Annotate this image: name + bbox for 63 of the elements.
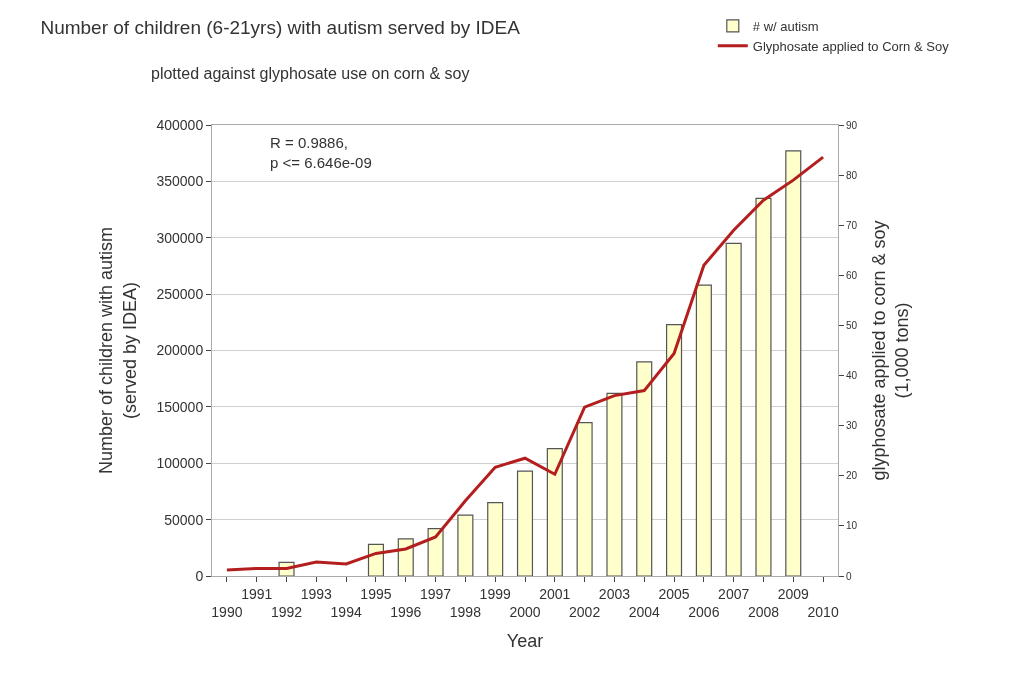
bar [576,422,593,576]
bar [606,392,623,576]
legend-label: Glyphosate applied to Corn & Soy [752,38,950,54]
x-tick-label: 2000 [509,604,541,620]
y2-tick-label: 40 [846,370,858,382]
x-tick-label: 2004 [628,604,661,620]
bar [427,528,444,576]
bar [725,242,742,576]
x-tick-label: 1995 [360,585,392,602]
y2-tick-label: 70 [846,219,858,231]
y-tick-label: 250000 [156,286,204,303]
y2-tick-label: 0 [846,570,852,582]
x-tick-label: 1998 [449,604,482,620]
y-axis-title: Number of children with autism (served by IDEA) [96,226,140,475]
x-tick-label: 1999 [479,585,511,602]
bar [516,470,534,576]
x-tick-label: 1991 [241,585,273,602]
y2-tick-label: 50 [846,319,858,331]
y2-tick-label: 80 [846,169,858,181]
x-tick-label: 1996 [390,604,422,620]
y2-tick-label: 20 [846,470,858,482]
y2-tick-label: 30 [846,420,858,432]
bar [785,150,802,576]
x-tick-label: 1997 [419,585,452,602]
y2-tick-label: 90 [846,119,858,131]
bar [755,197,772,576]
x-tick-label: 1993 [300,585,333,602]
bar [457,514,474,576]
annotation: R = 0.9886, p <= 6.646e-09 [270,134,372,171]
y-tick-label: 300000 [156,229,204,246]
x-tick-label: 2005 [658,585,690,602]
x-tick-label: 2002 [569,604,601,620]
y-tick-label: 150000 [156,398,204,415]
chart-title: Number of children (6-21yrs) with autism served by IDEA [40,16,521,38]
x-axis-title: Year [506,631,544,652]
line-series [225,155,825,572]
x-tick-label: 2007 [718,585,750,602]
y2-tick-label: 60 [846,269,858,281]
y-tick-label: 400000 [156,116,204,133]
y-tick-label: 100000 [156,455,204,472]
y-tick-label: 350000 [156,173,204,190]
bar [546,447,563,576]
y-tick-label: 50000 [164,511,204,528]
bar [636,361,653,576]
x-tick-label: 2009 [777,585,810,602]
legend-label: # w/ autism [752,19,819,35]
y-tick-label: 0 [195,567,204,584]
x-tick-label: 2008 [747,604,780,620]
x-tick-label: 2001 [539,585,571,602]
x-tick-label: 2003 [598,585,631,602]
y2-axis-title: glyphosate applied to corn & soy (1,000 tons) [868,220,913,481]
bar [397,538,414,576]
bar [695,284,712,576]
chart-subtitle: plotted against glyphosate use on corn & soy [151,65,470,82]
x-tick-label: 2010 [807,604,839,620]
x-tick-label: 1994 [330,604,362,620]
bar [666,323,683,576]
x-tick-label: 2006 [688,604,720,620]
x-tick-label: 1990 [211,604,243,620]
bar [487,502,504,576]
x-tick-label: 1992 [270,604,303,620]
y-tick-label: 200000 [156,342,204,359]
y2-tick-label: 10 [846,520,858,532]
